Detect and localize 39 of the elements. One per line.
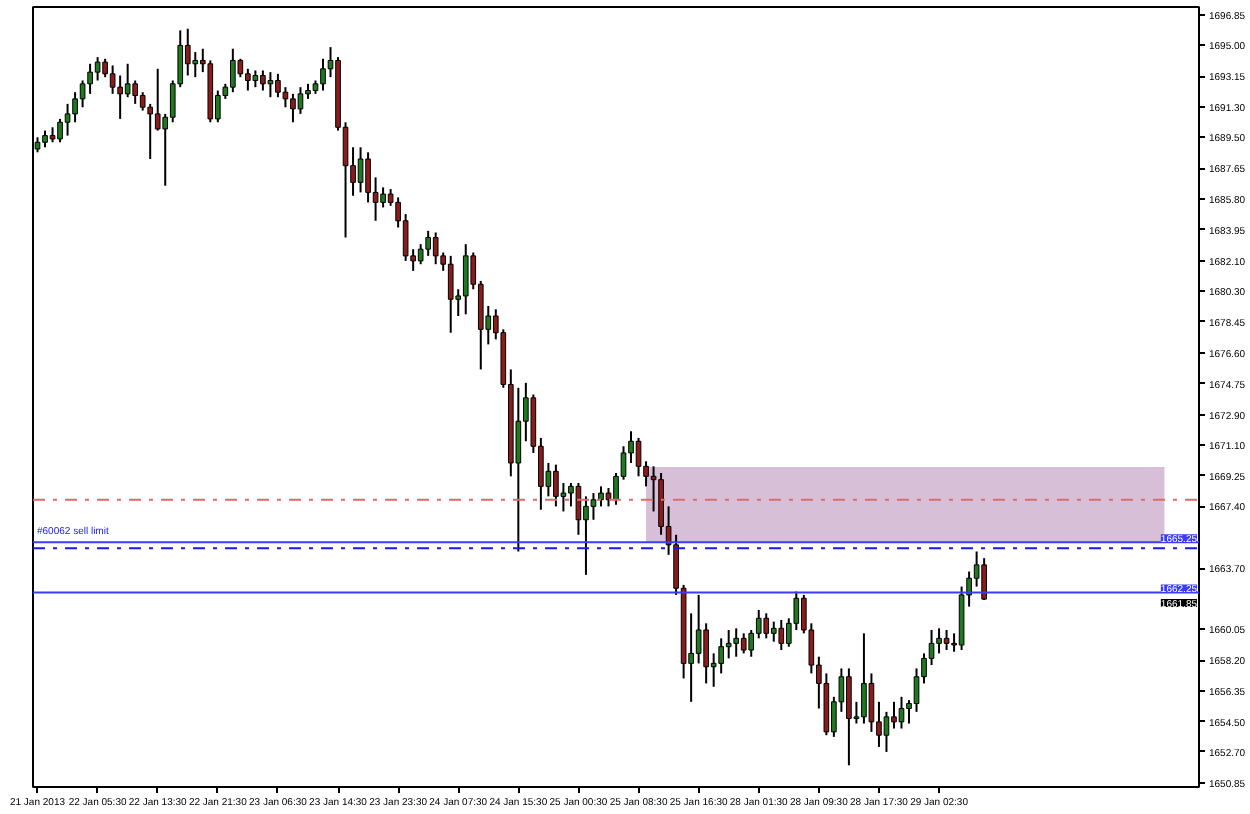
candlestick (740, 632, 747, 655)
candlestick (598, 485, 604, 508)
candlestick (57, 117, 63, 144)
candlestick (432, 231, 439, 266)
candlestick (192, 51, 199, 79)
candlestick (725, 629, 732, 660)
candlestick (462, 243, 469, 316)
candlestick (267, 71, 274, 99)
candlestick (733, 627, 740, 658)
candlestick (861, 632, 867, 725)
candlestick (94, 56, 101, 82)
candlestick (425, 229, 432, 257)
candlestick (515, 386, 522, 553)
candlestick (770, 620, 777, 643)
candlestick (297, 86, 304, 115)
candlestick (230, 47, 236, 94)
candlestick (320, 57, 326, 92)
candlestick (846, 667, 852, 767)
candlestick (245, 67, 251, 92)
candlestick (357, 146, 364, 194)
candlestick (365, 151, 371, 204)
candlestick (553, 463, 559, 508)
candlestick (275, 72, 281, 99)
candlestick (883, 710, 890, 753)
candlestick (380, 186, 386, 209)
candlestick (184, 27, 191, 77)
candlestick (447, 254, 454, 334)
candlestick (891, 700, 897, 730)
candlestick (635, 436, 642, 478)
candlestick (575, 482, 582, 536)
candlestick (778, 618, 785, 652)
candlestick (290, 92, 296, 124)
candlestick (943, 629, 950, 652)
candlestick (695, 593, 702, 665)
candlestick (981, 557, 987, 601)
candlestick (898, 695, 905, 730)
candlestick (124, 62, 131, 99)
candlestick (260, 69, 266, 92)
candlestick (763, 612, 770, 640)
